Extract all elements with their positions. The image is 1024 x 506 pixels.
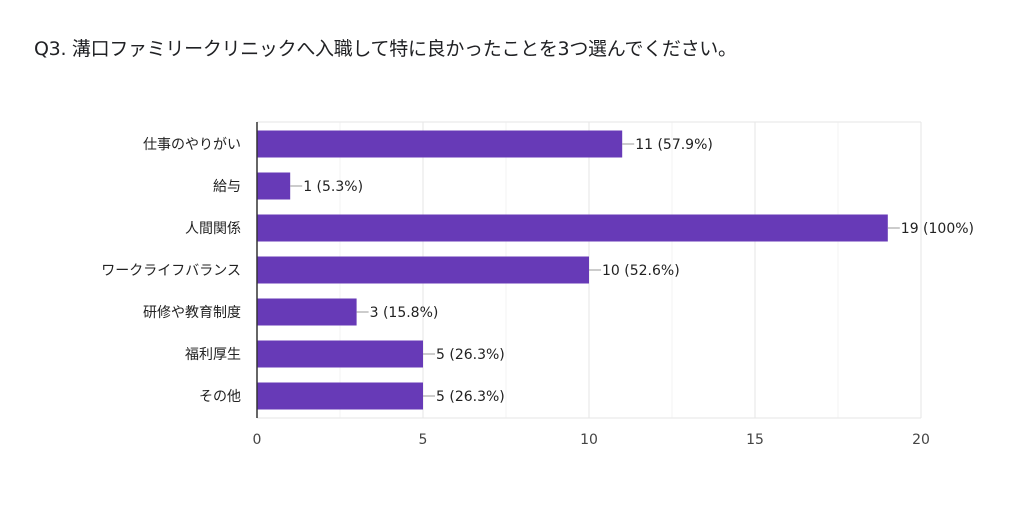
data-label: 5 (26.3%) [436, 347, 505, 363]
category-label: 給与 [213, 179, 241, 195]
data-label: 3 (15.8%) [370, 305, 439, 321]
bar [257, 172, 291, 200]
data-label: 10 (52.6%) [602, 263, 680, 279]
bar [257, 214, 888, 242]
x-tick-label: 5 [419, 432, 428, 448]
bar [257, 340, 423, 368]
category-label: 人間関係 [185, 221, 241, 237]
chart-title: Q3. 溝口ファミリークリニックへ入職して特に良かったことを3つ選んでください。 [34, 38, 737, 60]
category-label: 福利厚生 [185, 347, 241, 363]
category-label: 研修や教育制度 [143, 305, 241, 321]
data-label: 19 (100%) [901, 221, 974, 237]
bar [257, 256, 589, 284]
data-label: 11 (57.9%) [635, 137, 713, 153]
x-tick-label: 20 [912, 432, 930, 448]
bar [257, 130, 623, 158]
x-tick-label: 0 [253, 432, 262, 448]
category-label: その他 [199, 389, 241, 405]
data-label: 5 (26.3%) [436, 389, 505, 405]
x-tick-label: 10 [580, 432, 598, 448]
x-tick-label: 15 [746, 432, 764, 448]
data-label: 1 (5.3%) [303, 179, 363, 195]
bar [257, 382, 423, 410]
bar [257, 298, 357, 326]
category-label: 仕事のやりがい [143, 137, 241, 153]
category-label: ワークライフバランス [101, 263, 241, 279]
